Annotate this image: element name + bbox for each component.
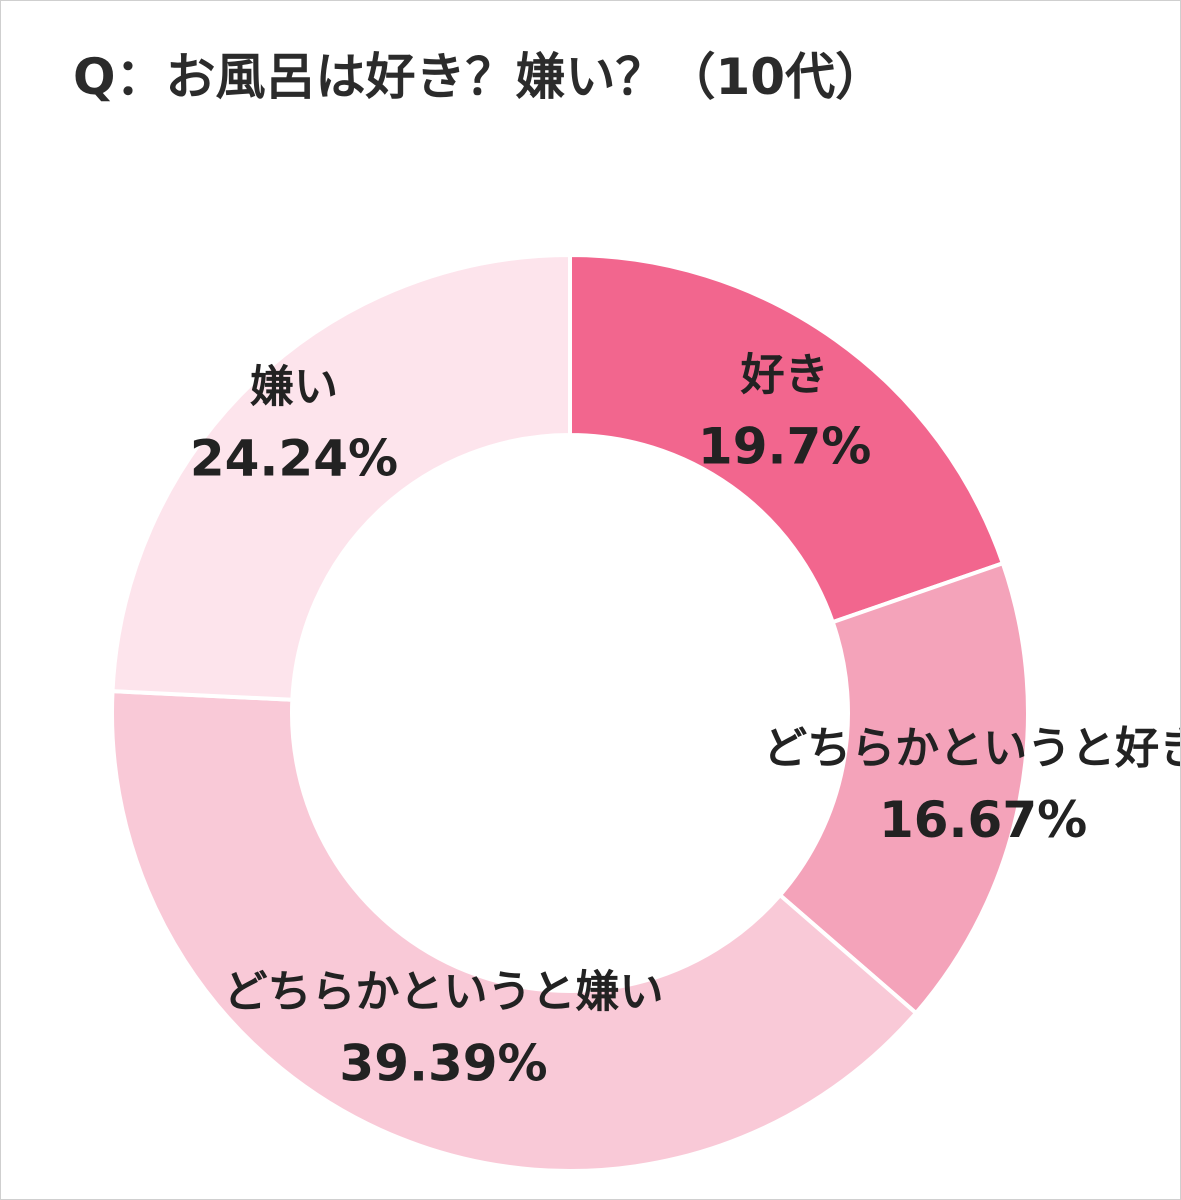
slice-value-3: 39.39%	[339, 1035, 547, 1093]
donut-slice-2	[777, 560, 1030, 1016]
slice-label-1: 好き	[740, 350, 829, 401]
donut-slice-4	[110, 252, 572, 702]
slice-value-4: 24.24%	[190, 429, 398, 487]
slice-label-3: どちらかというと嫌い	[224, 967, 664, 1018]
slice-label-2: どちらかというと好き	[763, 723, 1180, 774]
slice-value-1: 19.7%	[698, 418, 871, 476]
chart-title: Q：お風呂は好き？嫌い？（10代）	[73, 48, 886, 106]
slice-value-2: 16.67%	[879, 791, 1087, 849]
donut-slice-1	[568, 252, 1006, 625]
slice-label-4: 嫌い	[250, 361, 338, 412]
donut-slice-3	[110, 689, 919, 1173]
